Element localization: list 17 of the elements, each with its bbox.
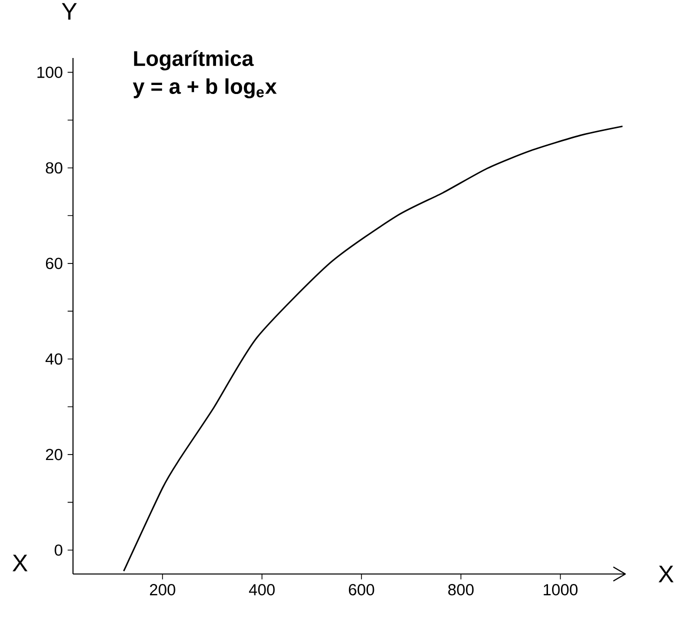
y-tick-label: 0 <box>54 544 62 556</box>
x-tick-label: 200 <box>150 584 176 596</box>
y-tick-label: 80 <box>46 162 62 174</box>
x-tick-label: 800 <box>448 584 474 596</box>
x-axis-title: X <box>658 566 674 582</box>
x-tick-label: 600 <box>348 584 374 596</box>
text: y = a + b log$_{e}$x <box>132 78 277 98</box>
text: X <box>12 554 28 572</box>
y-tick-label: 100 <box>37 66 62 78</box>
line-series <box>122 126 624 572</box>
x-tick-label: 1000 <box>544 584 578 596</box>
y-tick-label: 60 <box>46 258 62 270</box>
chart-title: Logarítmica <box>134 50 254 70</box>
y-tick-label: 20 <box>46 448 62 460</box>
x-tick-label: 400 <box>249 584 275 596</box>
y-axis-title: Y <box>62 3 77 20</box>
y-tick-label: 40 <box>46 353 62 365</box>
